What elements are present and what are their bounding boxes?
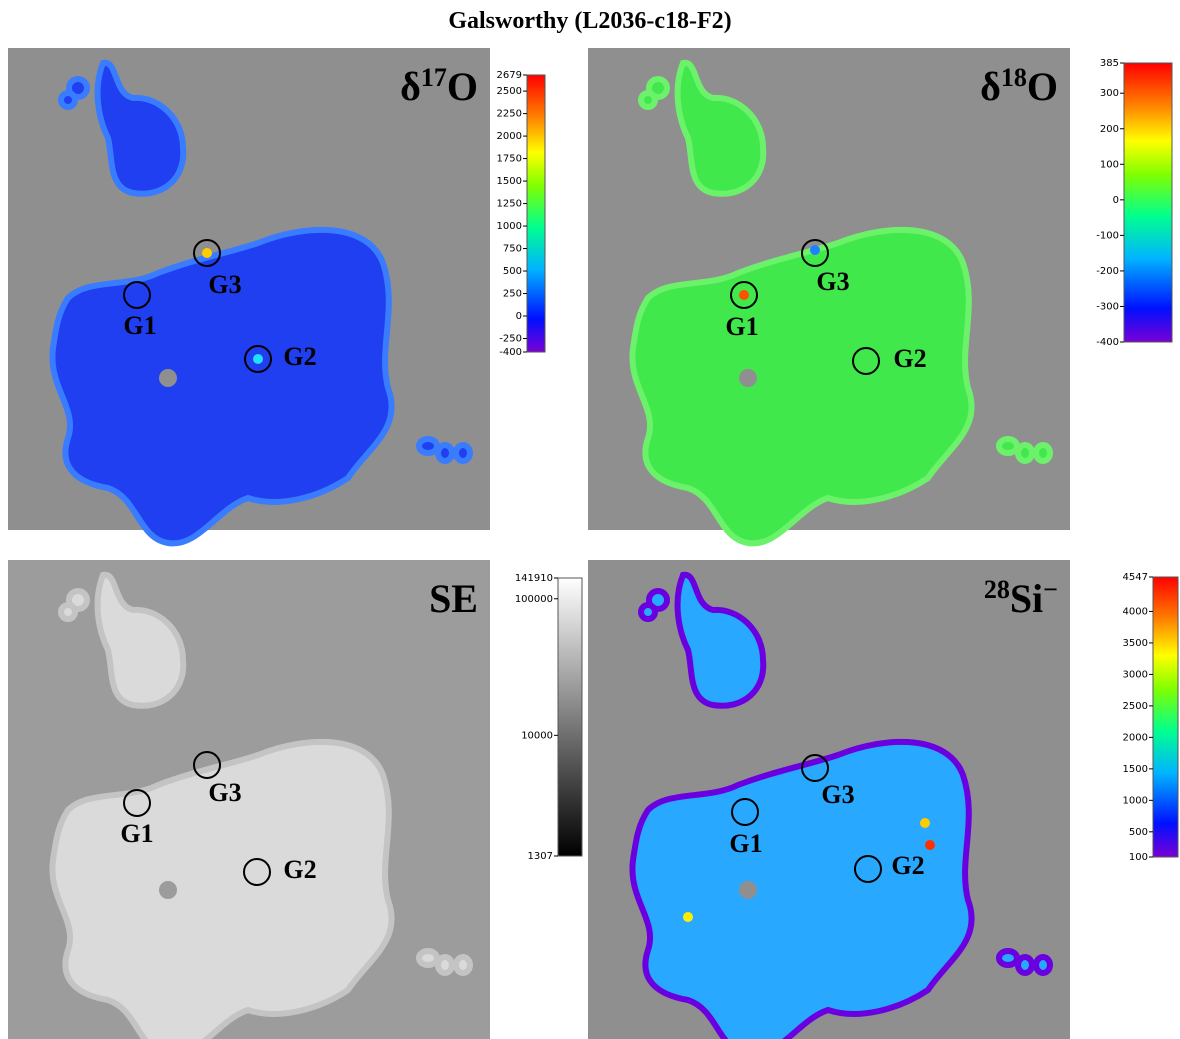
marker-label: G1 — [120, 819, 153, 848]
colorbar-tick-label: 0 — [1113, 195, 1119, 206]
label-part: − — [1043, 575, 1058, 604]
hole — [159, 881, 177, 899]
label-part: O — [447, 64, 478, 109]
colorbar-tick-label: 0 — [516, 311, 522, 322]
label-part: SE — [429, 576, 478, 621]
colorbar-tick-label: 141910 — [515, 573, 553, 584]
colorbar-tick-label: -100 — [1096, 230, 1119, 241]
marker-circle — [730, 281, 758, 309]
colorbar-tick-label: 10000 — [521, 730, 553, 741]
colorbar-tick-label: -200 — [1096, 266, 1119, 277]
colorbar-tick-label: 100 — [1100, 159, 1119, 170]
marker-label: G3 — [208, 270, 241, 299]
figure-title: Galsworthy (L2036-c18-F2) — [448, 8, 731, 34]
colorbar-tick-label: -400 — [499, 347, 522, 358]
marker-label: G1 — [725, 312, 758, 341]
hole — [159, 369, 177, 387]
hot-spot — [683, 912, 693, 922]
panel: δ18O G3 G1 G2 385 300 200 100 0 -100 -200 -300 -400 — [588, 48, 1173, 543]
label-part: 28 — [984, 575, 1010, 604]
marker-circle — [244, 345, 272, 373]
marker-circle — [123, 281, 151, 309]
panel-label: 28Si− — [984, 575, 1058, 622]
marker-label: G3 — [208, 778, 241, 807]
colorbar-tick-label: 2000 — [497, 131, 522, 142]
hot-spot — [202, 248, 212, 258]
marker-label: G3 — [816, 267, 849, 296]
panel-label: δ17O — [400, 63, 478, 110]
colorbar-tick-label: 2679 — [497, 70, 522, 81]
label-part: 18 — [1001, 63, 1027, 92]
colorbar-tick-label: 100000 — [515, 594, 553, 605]
colorbar-tick-label: -300 — [1096, 301, 1119, 312]
colorbar-tick-label: 2000 — [1123, 732, 1148, 743]
hot-spot — [925, 840, 935, 850]
hole — [739, 369, 757, 387]
hot-spot — [253, 354, 263, 364]
marker-label: G3 — [821, 780, 854, 809]
hot-spot — [739, 290, 749, 300]
colorbar-tick-label: 2250 — [497, 109, 522, 120]
colorbar — [1123, 62, 1173, 343]
colorbar-tick-label: 1307 — [528, 851, 553, 862]
hot-spot — [810, 245, 820, 255]
label-part: 17 — [421, 63, 447, 92]
colorbar-tick-label: 750 — [503, 244, 522, 255]
marker-circle — [193, 751, 221, 779]
marker-label: G2 — [893, 344, 926, 373]
hole — [739, 881, 757, 899]
colorbar — [557, 577, 583, 857]
marker-circle — [123, 789, 151, 817]
marker-circle — [801, 754, 829, 782]
colorbar-tick-label: 1000 — [497, 221, 522, 232]
colorbar-tick-label: -400 — [1096, 337, 1119, 348]
panel: SE G3 G1 G2 141910 100000 10000 1307 — [8, 560, 583, 1039]
marker-circle — [243, 858, 271, 886]
marker-circle — [193, 239, 221, 267]
marker-label: G2 — [283, 855, 316, 884]
label-part: δ — [980, 64, 1001, 109]
colorbar-tick-label: 100 — [1129, 852, 1148, 863]
colorbar-tick-label: 4000 — [1123, 606, 1148, 617]
colorbar-tick-label: 1500 — [497, 176, 522, 187]
colorbar-tick-label: 500 — [1129, 827, 1148, 838]
colorbar-tick-label: 2500 — [497, 86, 522, 97]
colorbar-tick-label: 1000 — [1123, 795, 1148, 806]
marker-label: G2 — [283, 342, 316, 371]
colorbar-tick-label: 1250 — [497, 199, 522, 210]
colorbar — [526, 74, 546, 353]
marker-circle — [852, 347, 880, 375]
marker-label: G1 — [729, 829, 762, 858]
colorbar-tick-label: 3500 — [1123, 638, 1148, 649]
panel-label: δ18O — [980, 63, 1058, 110]
label-part: Si — [1010, 576, 1043, 621]
panel: 28Si− G3 G1 G2 4547 4000 3500 3000 2500 2000 1500 1… — [588, 560, 1179, 1039]
colorbar-tick-label: 3000 — [1123, 669, 1148, 680]
colorbar-tick-label: 1500 — [1123, 764, 1148, 775]
colorbar-tick-label: 2500 — [1123, 701, 1148, 712]
colorbar-tick-label: 250 — [503, 289, 522, 300]
marker-circle — [854, 855, 882, 883]
marker-label: G1 — [123, 311, 156, 340]
marker-label: G2 — [891, 851, 924, 880]
colorbar-tick-label: 385 — [1100, 58, 1119, 69]
marker-circle — [731, 798, 759, 826]
colorbar-tick-label: 500 — [503, 266, 522, 277]
marker-circle — [801, 239, 829, 267]
label-part: δ — [400, 64, 421, 109]
colorbar-tick-label: 4547 — [1123, 572, 1148, 583]
label-part: O — [1027, 64, 1058, 109]
hot-spot — [920, 818, 930, 828]
colorbar-tick-label: 200 — [1100, 124, 1119, 135]
panel-label: SE — [429, 576, 478, 621]
colorbar-tick-label: 1750 — [497, 154, 522, 165]
panel: δ17OG3G1G2267925002250200017501500125010… — [8, 48, 546, 543]
colorbar — [1152, 576, 1179, 858]
colorbar-tick-label: 300 — [1100, 88, 1119, 99]
colorbar-tick-label: -250 — [499, 334, 522, 345]
